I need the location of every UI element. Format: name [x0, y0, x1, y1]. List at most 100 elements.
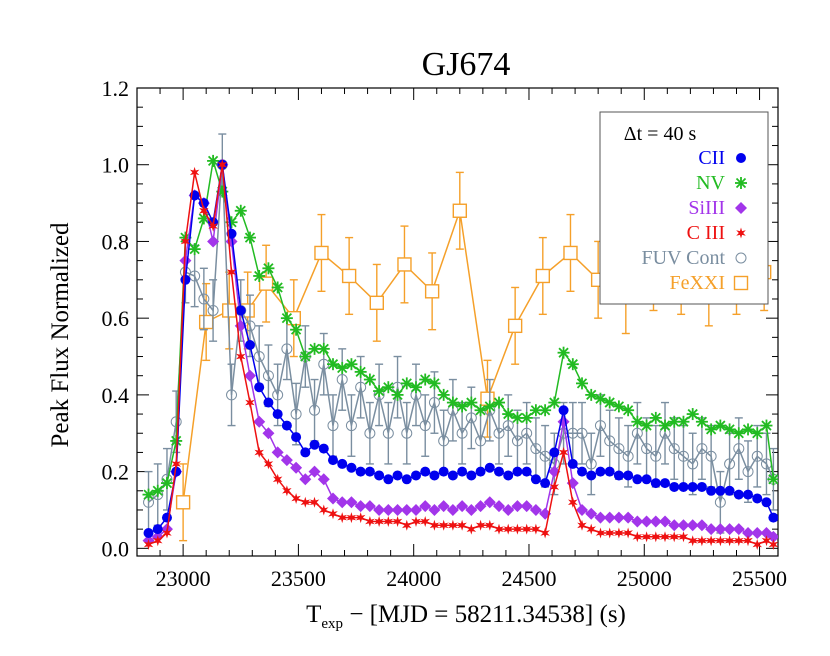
data-point-fuv-cont [521, 427, 533, 439]
data-point-c-iii [669, 531, 679, 543]
data-point-nv [502, 408, 515, 421]
data-point-cii [604, 466, 615, 477]
legend-label-fuv-cont: FUV Cont [641, 247, 725, 269]
data-point-siiii [428, 503, 441, 516]
data-point-c-iii [475, 519, 486, 531]
data-point-c-iii [374, 516, 384, 527]
data-point-nv [290, 323, 303, 336]
data-point-cii [429, 470, 440, 481]
data-point-nv [566, 358, 579, 371]
data-point-nv [557, 346, 570, 359]
legend-label-nv: NV [696, 172, 725, 194]
y-tick-label: 1.0 [102, 153, 130, 178]
data-point-c-iii [494, 523, 504, 535]
data-point-nv [723, 423, 736, 436]
data-point-c-iii [568, 496, 578, 508]
data-point-fuv-cont [309, 404, 321, 416]
data-point-fuv-cont [401, 427, 413, 439]
data-point-c-iii [383, 516, 394, 527]
data-point-siiii [585, 507, 598, 520]
legend-marker-fuv-cont [735, 252, 747, 264]
data-point-nv [677, 415, 690, 428]
data-point-cii [669, 481, 680, 492]
data-point-c-iii [411, 516, 421, 527]
data-point-c-iii [162, 527, 172, 539]
data-point-c-iii [420, 516, 430, 527]
data-point-fexxi [507, 318, 523, 334]
data-point-siiii [474, 500, 487, 513]
data-point-c-iii [429, 519, 440, 531]
data-point-nv [409, 381, 422, 394]
data-point-siiii [456, 500, 469, 513]
data-point-fuv-cont [428, 397, 440, 409]
data-point-nv [188, 243, 201, 256]
series-nv [142, 154, 778, 501]
data-point-cii [309, 439, 320, 450]
series-cii [143, 159, 778, 538]
data-point-cii [447, 470, 458, 481]
data-point-c-iii [328, 508, 338, 520]
data-point-c-iii [752, 539, 762, 550]
data-point-cii [374, 470, 385, 481]
data-point-siiii [677, 519, 690, 532]
data-point-siiii [446, 503, 459, 516]
data-point-cii [180, 274, 191, 285]
data-point-siiii [207, 235, 220, 248]
data-point-fuv-cont [594, 420, 606, 432]
data-point-c-iii [208, 220, 218, 232]
data-point-fexxi [314, 245, 329, 261]
data-point-siiii [493, 500, 506, 513]
data-point-cii [327, 455, 338, 466]
data-point-cii [457, 466, 468, 477]
data-point-nv [529, 404, 542, 417]
chart-title: GJ674 [422, 46, 511, 83]
data-point-siiii [612, 511, 625, 524]
data-point-cii [355, 466, 366, 477]
data-point-c-iii [189, 166, 200, 178]
data-point-fuv-cont [539, 450, 551, 462]
data-point-cii [595, 466, 606, 477]
data-point-c-iii [153, 535, 163, 547]
data-point-cii [475, 466, 486, 477]
data-point-cii [577, 466, 588, 477]
data-point-c-iii [614, 527, 624, 539]
x-tick-label: 25000 [617, 566, 672, 591]
data-point-nv [151, 484, 164, 497]
legend-label-siiii: SiIII [688, 197, 725, 219]
data-point-siiii [520, 500, 533, 513]
data-point-fuv-cont [576, 427, 588, 439]
data-point-c-iii [715, 535, 726, 547]
data-point-siiii [308, 465, 321, 478]
legend-label-fexxi: FeXXI [669, 272, 725, 294]
x-tick-label: 23000 [156, 566, 211, 591]
legend-marker-siiii [735, 202, 747, 214]
data-point-c-iii [660, 531, 670, 543]
data-point-cii [696, 481, 707, 492]
data-point-cii [549, 447, 560, 458]
data-point-nv [732, 427, 745, 440]
data-point-cii [254, 382, 265, 393]
data-point-siiii [409, 503, 422, 516]
data-point-siiii [603, 511, 616, 524]
data-point-nv [160, 477, 173, 490]
data-point-c-iii [540, 527, 550, 539]
data-point-nv [474, 404, 487, 417]
data-point-cii [687, 481, 698, 492]
data-point-siiii [767, 530, 778, 543]
y-tick-label: 0.0 [102, 536, 130, 561]
data-point-c-iii [263, 458, 274, 470]
data-point-c-iii [282, 485, 292, 497]
data-point-c-iii [632, 531, 643, 543]
data-point-fuv-cont [687, 458, 699, 470]
data-point-siiii [345, 496, 358, 509]
data-point-cii [466, 470, 477, 481]
data-point-fuv-cont [530, 443, 542, 455]
data-point-siiii [465, 503, 478, 516]
data-point-c-iii [355, 512, 366, 524]
data-point-fuv-cont [281, 343, 293, 355]
legend: Δt = 40 s CII NV SiIII C III FUV Cont FeXXI [599, 111, 769, 305]
data-point-cii [392, 470, 403, 481]
data-point-nv [234, 204, 247, 217]
data-point-fuv-cont [511, 435, 523, 447]
